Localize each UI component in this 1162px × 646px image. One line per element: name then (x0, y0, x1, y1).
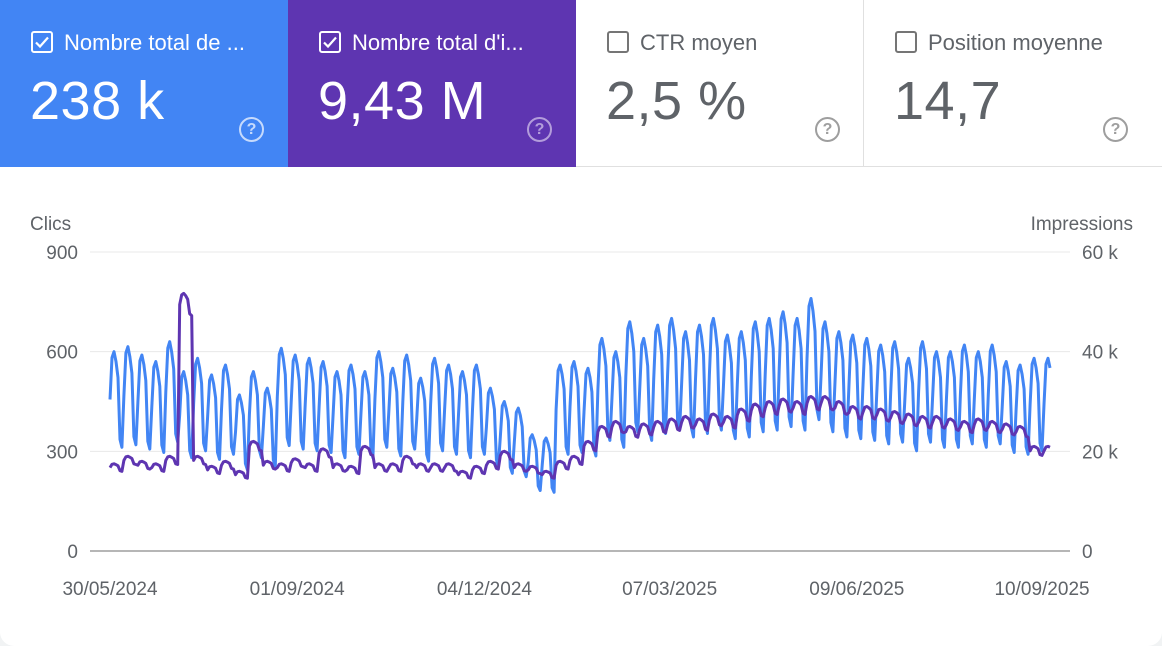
y-left-tick-label: 600 (46, 343, 78, 364)
line-chart[interactable]: Clics Impressions 900 600 300 0 60 k 40 k 20 … (0, 167, 1162, 646)
x-tick-label: 01/09/2024 (250, 579, 346, 600)
y-left-tick-label: 900 (46, 243, 78, 264)
checkbox-ctr[interactable] (607, 31, 629, 53)
y-right-tick-label: 20 k (1082, 442, 1118, 463)
help-icon[interactable]: ? (815, 117, 840, 142)
metric-card-ctr[interactable]: CTR moyen 2,5 % ? (576, 0, 864, 167)
metric-value: 2,5 % (606, 71, 747, 131)
checkmark-icon (35, 36, 49, 49)
help-icon[interactable]: ? (527, 117, 552, 142)
metric-label: Nombre total de ... (64, 30, 245, 55)
right-axis-title: Impressions (1031, 214, 1133, 235)
metric-card-position[interactable]: Position moyenne 14,7 ? (864, 0, 1162, 167)
series-lines (108, 291, 1052, 494)
metric-value: 238 k (30, 71, 165, 131)
metric-value: 9,43 M (318, 71, 487, 131)
metric-cards: Nombre total de ... 238 k ? Nombre total… (0, 0, 1162, 167)
left-axis-title: Clics (30, 214, 71, 235)
metric-label: Position moyenne (928, 30, 1103, 55)
y-right-ticks: 60 k 40 k 20 k 0 (1082, 243, 1118, 563)
help-icon[interactable]: ? (239, 117, 264, 142)
y-left-tick-label: 0 (67, 542, 78, 563)
y-left-ticks: 900 600 300 0 (46, 243, 78, 563)
series-line-clicks (108, 297, 1052, 494)
checkbox-impressions[interactable] (319, 31, 341, 53)
y-right-tick-label: 40 k (1082, 343, 1118, 364)
checkbox-clicks[interactable] (31, 31, 53, 53)
metric-card-clicks[interactable]: Nombre total de ... 238 k ? (0, 0, 288, 167)
x-ticks: 30/05/2024 01/09/2024 04/12/2024 07/03/2025… (62, 579, 1089, 600)
x-tick-label: 10/09/2025 (994, 579, 1089, 600)
y-left-tick-label: 300 (46, 442, 78, 463)
y-right-tick-label: 0 (1082, 542, 1093, 563)
x-tick-label: 30/05/2024 (62, 579, 158, 600)
gridlines (90, 251, 1070, 552)
checkmark-icon (323, 36, 337, 49)
chart-area: Clics Impressions 900 600 300 0 60 k 40 k 20 … (0, 167, 1162, 646)
x-tick-label: 07/03/2025 (622, 579, 717, 600)
metric-value: 14,7 (894, 71, 1002, 131)
help-icon[interactable]: ? (1103, 117, 1128, 142)
metric-label: Nombre total d'i... (352, 30, 524, 55)
x-tick-label: 04/12/2024 (437, 579, 533, 600)
metric-label: CTR moyen (640, 30, 758, 55)
x-tick-label: 09/06/2025 (809, 579, 904, 600)
y-right-tick-label: 60 k (1082, 243, 1118, 264)
metric-card-impressions[interactable]: Nombre total d'i... 9,43 M ? (288, 0, 576, 167)
checkbox-position[interactable] (895, 31, 917, 53)
series-line-impressions (108, 291, 1051, 480)
